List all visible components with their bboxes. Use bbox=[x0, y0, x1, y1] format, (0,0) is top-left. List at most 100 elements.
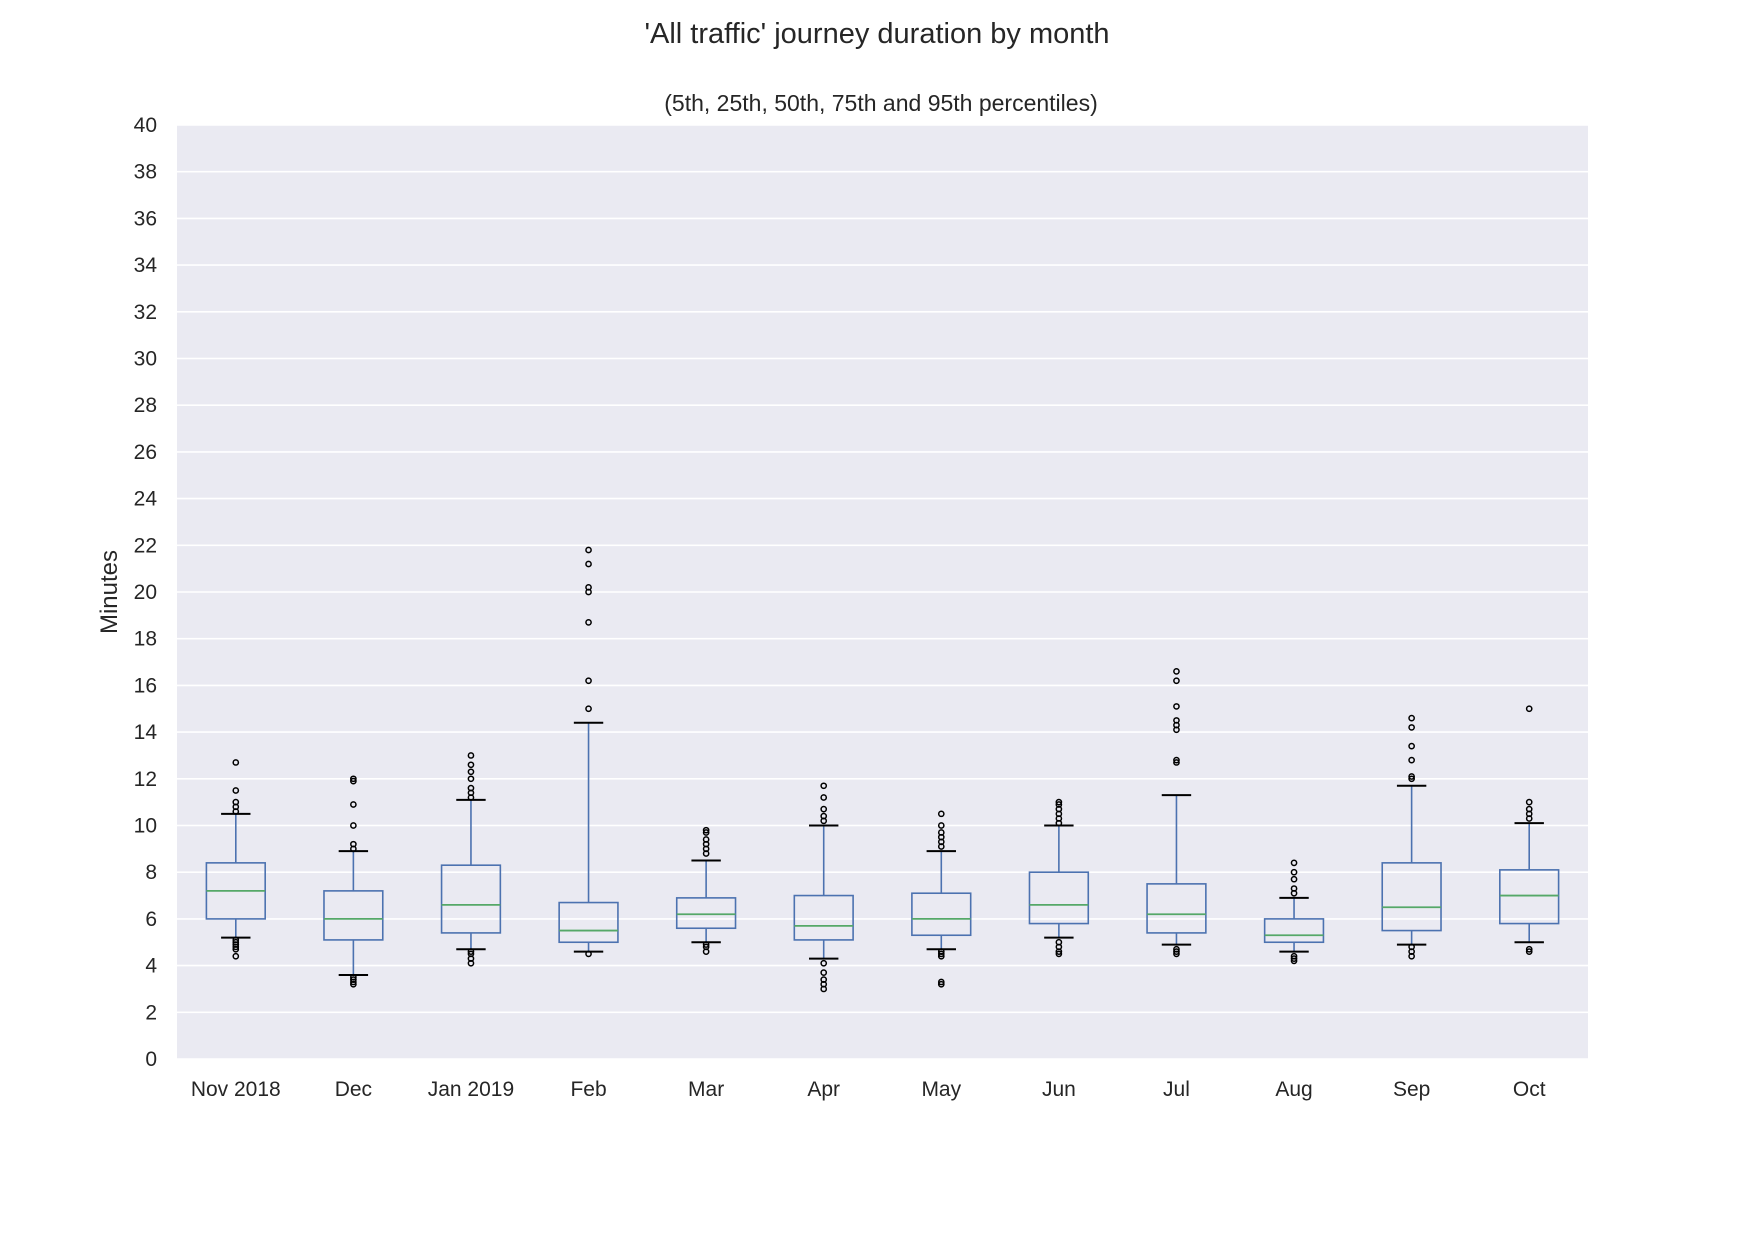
outlier-point bbox=[1525, 945, 1533, 953]
outlier-point bbox=[702, 836, 710, 843]
outlier-point bbox=[232, 938, 240, 946]
x-tick-label: Jun bbox=[1042, 1078, 1076, 1101]
outlier-point bbox=[1408, 775, 1415, 783]
outlier-point bbox=[937, 829, 945, 836]
outlier-point bbox=[467, 948, 475, 955]
outlier-point bbox=[585, 677, 592, 685]
outlier-point bbox=[1173, 756, 1180, 764]
outlier-point bbox=[702, 829, 710, 836]
outlier-point bbox=[585, 705, 592, 713]
y-tick-label: 16 bbox=[134, 674, 157, 697]
outlier-point bbox=[937, 948, 945, 955]
outlier-point bbox=[820, 805, 828, 813]
outlier-point bbox=[350, 775, 357, 783]
iqr-box bbox=[1381, 862, 1442, 932]
outlier-point bbox=[1173, 759, 1180, 766]
outlier-point bbox=[1408, 773, 1415, 780]
outlier-point bbox=[232, 787, 240, 794]
y-tick-label: 26 bbox=[134, 441, 157, 464]
y-tick-label: 22 bbox=[134, 534, 157, 557]
outlier-point bbox=[1055, 938, 1063, 946]
box-group bbox=[911, 810, 972, 988]
outlier-point bbox=[467, 761, 475, 769]
y-tick-label: 40 bbox=[134, 114, 157, 137]
outlier-point bbox=[1290, 885, 1298, 892]
outlier-point bbox=[1408, 943, 1415, 951]
iqr-box bbox=[1028, 871, 1090, 925]
outlier-point bbox=[1290, 859, 1298, 867]
outlier-point bbox=[1525, 948, 1533, 955]
outlier-point bbox=[1055, 798, 1063, 806]
y-tick-label: 10 bbox=[134, 815, 157, 838]
outlier-point bbox=[467, 950, 475, 958]
outlier-point bbox=[1525, 705, 1533, 713]
iqr-box bbox=[793, 894, 854, 941]
x-tick-label: Nov 2018 bbox=[191, 1078, 281, 1101]
x-tick-label: Sep bbox=[1393, 1078, 1430, 1101]
outlier-point bbox=[820, 969, 828, 976]
x-axis-ticks: Nov 2018 Dec Jan 2019 Feb Mar Apr May Jun Jul Aug… bbox=[191, 1078, 1546, 1101]
outlier-point bbox=[350, 822, 357, 829]
y-tick-label: 32 bbox=[134, 301, 157, 324]
outlier-point bbox=[350, 976, 357, 983]
y-tick-label: 28 bbox=[134, 394, 157, 417]
gridlines bbox=[177, 124, 1588, 1060]
box-group bbox=[1263, 859, 1325, 965]
outlier-point bbox=[1290, 868, 1298, 876]
outlier-point bbox=[820, 959, 828, 967]
chart-subtitle: (5th, 25th, 50th, 75th and 95th percenti… bbox=[664, 90, 1097, 116]
outlier-point bbox=[820, 812, 828, 820]
outlier-point bbox=[1173, 703, 1180, 710]
outlier-point bbox=[350, 801, 357, 808]
y-tick-label: 30 bbox=[134, 348, 157, 371]
x-tick-label: Aug bbox=[1275, 1078, 1312, 1101]
x-tick-label: Dec bbox=[335, 1078, 372, 1101]
outlier-point bbox=[937, 810, 945, 818]
outlier-point bbox=[1173, 717, 1180, 724]
y-tick-label: 2 bbox=[145, 1001, 157, 1024]
iqr-box bbox=[1146, 883, 1207, 934]
x-tick-label: Jul bbox=[1163, 1078, 1190, 1101]
y-tick-label: 12 bbox=[134, 768, 157, 791]
box-group bbox=[1028, 798, 1090, 958]
y-tick-label: 38 bbox=[134, 161, 157, 184]
box-group bbox=[558, 546, 619, 958]
outlier-point bbox=[1173, 945, 1180, 953]
outlier-point bbox=[350, 840, 357, 848]
box-group bbox=[1381, 714, 1442, 960]
outlier-point bbox=[1055, 950, 1063, 958]
box-group bbox=[440, 752, 502, 967]
outlier-point bbox=[1173, 668, 1180, 675]
outlier-point bbox=[1408, 714, 1415, 722]
outlier-point bbox=[1290, 955, 1298, 962]
x-tick-label: May bbox=[921, 1078, 961, 1101]
outlier-point bbox=[1173, 948, 1180, 955]
outlier-point bbox=[702, 826, 710, 834]
outlier-point bbox=[820, 794, 828, 801]
outlier-point bbox=[585, 950, 592, 958]
iqr-box bbox=[1263, 918, 1325, 944]
outlier-point bbox=[350, 777, 357, 785]
outlier-point bbox=[232, 798, 240, 806]
outlier-point bbox=[350, 973, 357, 981]
box-group bbox=[793, 782, 854, 993]
outlier-point bbox=[1173, 677, 1180, 685]
outlier-point bbox=[585, 583, 592, 591]
outlier-point bbox=[1290, 952, 1298, 960]
outlier-point bbox=[585, 546, 592, 554]
outlier-point bbox=[1525, 798, 1533, 806]
outlier-point bbox=[467, 768, 475, 776]
x-tick-label: Apr bbox=[807, 1078, 840, 1101]
iqr-box bbox=[440, 864, 502, 934]
y-tick-label: 6 bbox=[145, 908, 157, 931]
outlier-point bbox=[467, 775, 475, 783]
box-group bbox=[1146, 668, 1207, 958]
box-group bbox=[323, 775, 384, 988]
iqr-box bbox=[911, 892, 972, 937]
iqr-box bbox=[675, 897, 737, 930]
outlier-point bbox=[1408, 742, 1415, 750]
x-tick-label: Jan 2019 bbox=[428, 1078, 514, 1101]
x-tick-label: Mar bbox=[688, 1078, 724, 1101]
y-axis-label: Minutes bbox=[96, 550, 123, 634]
